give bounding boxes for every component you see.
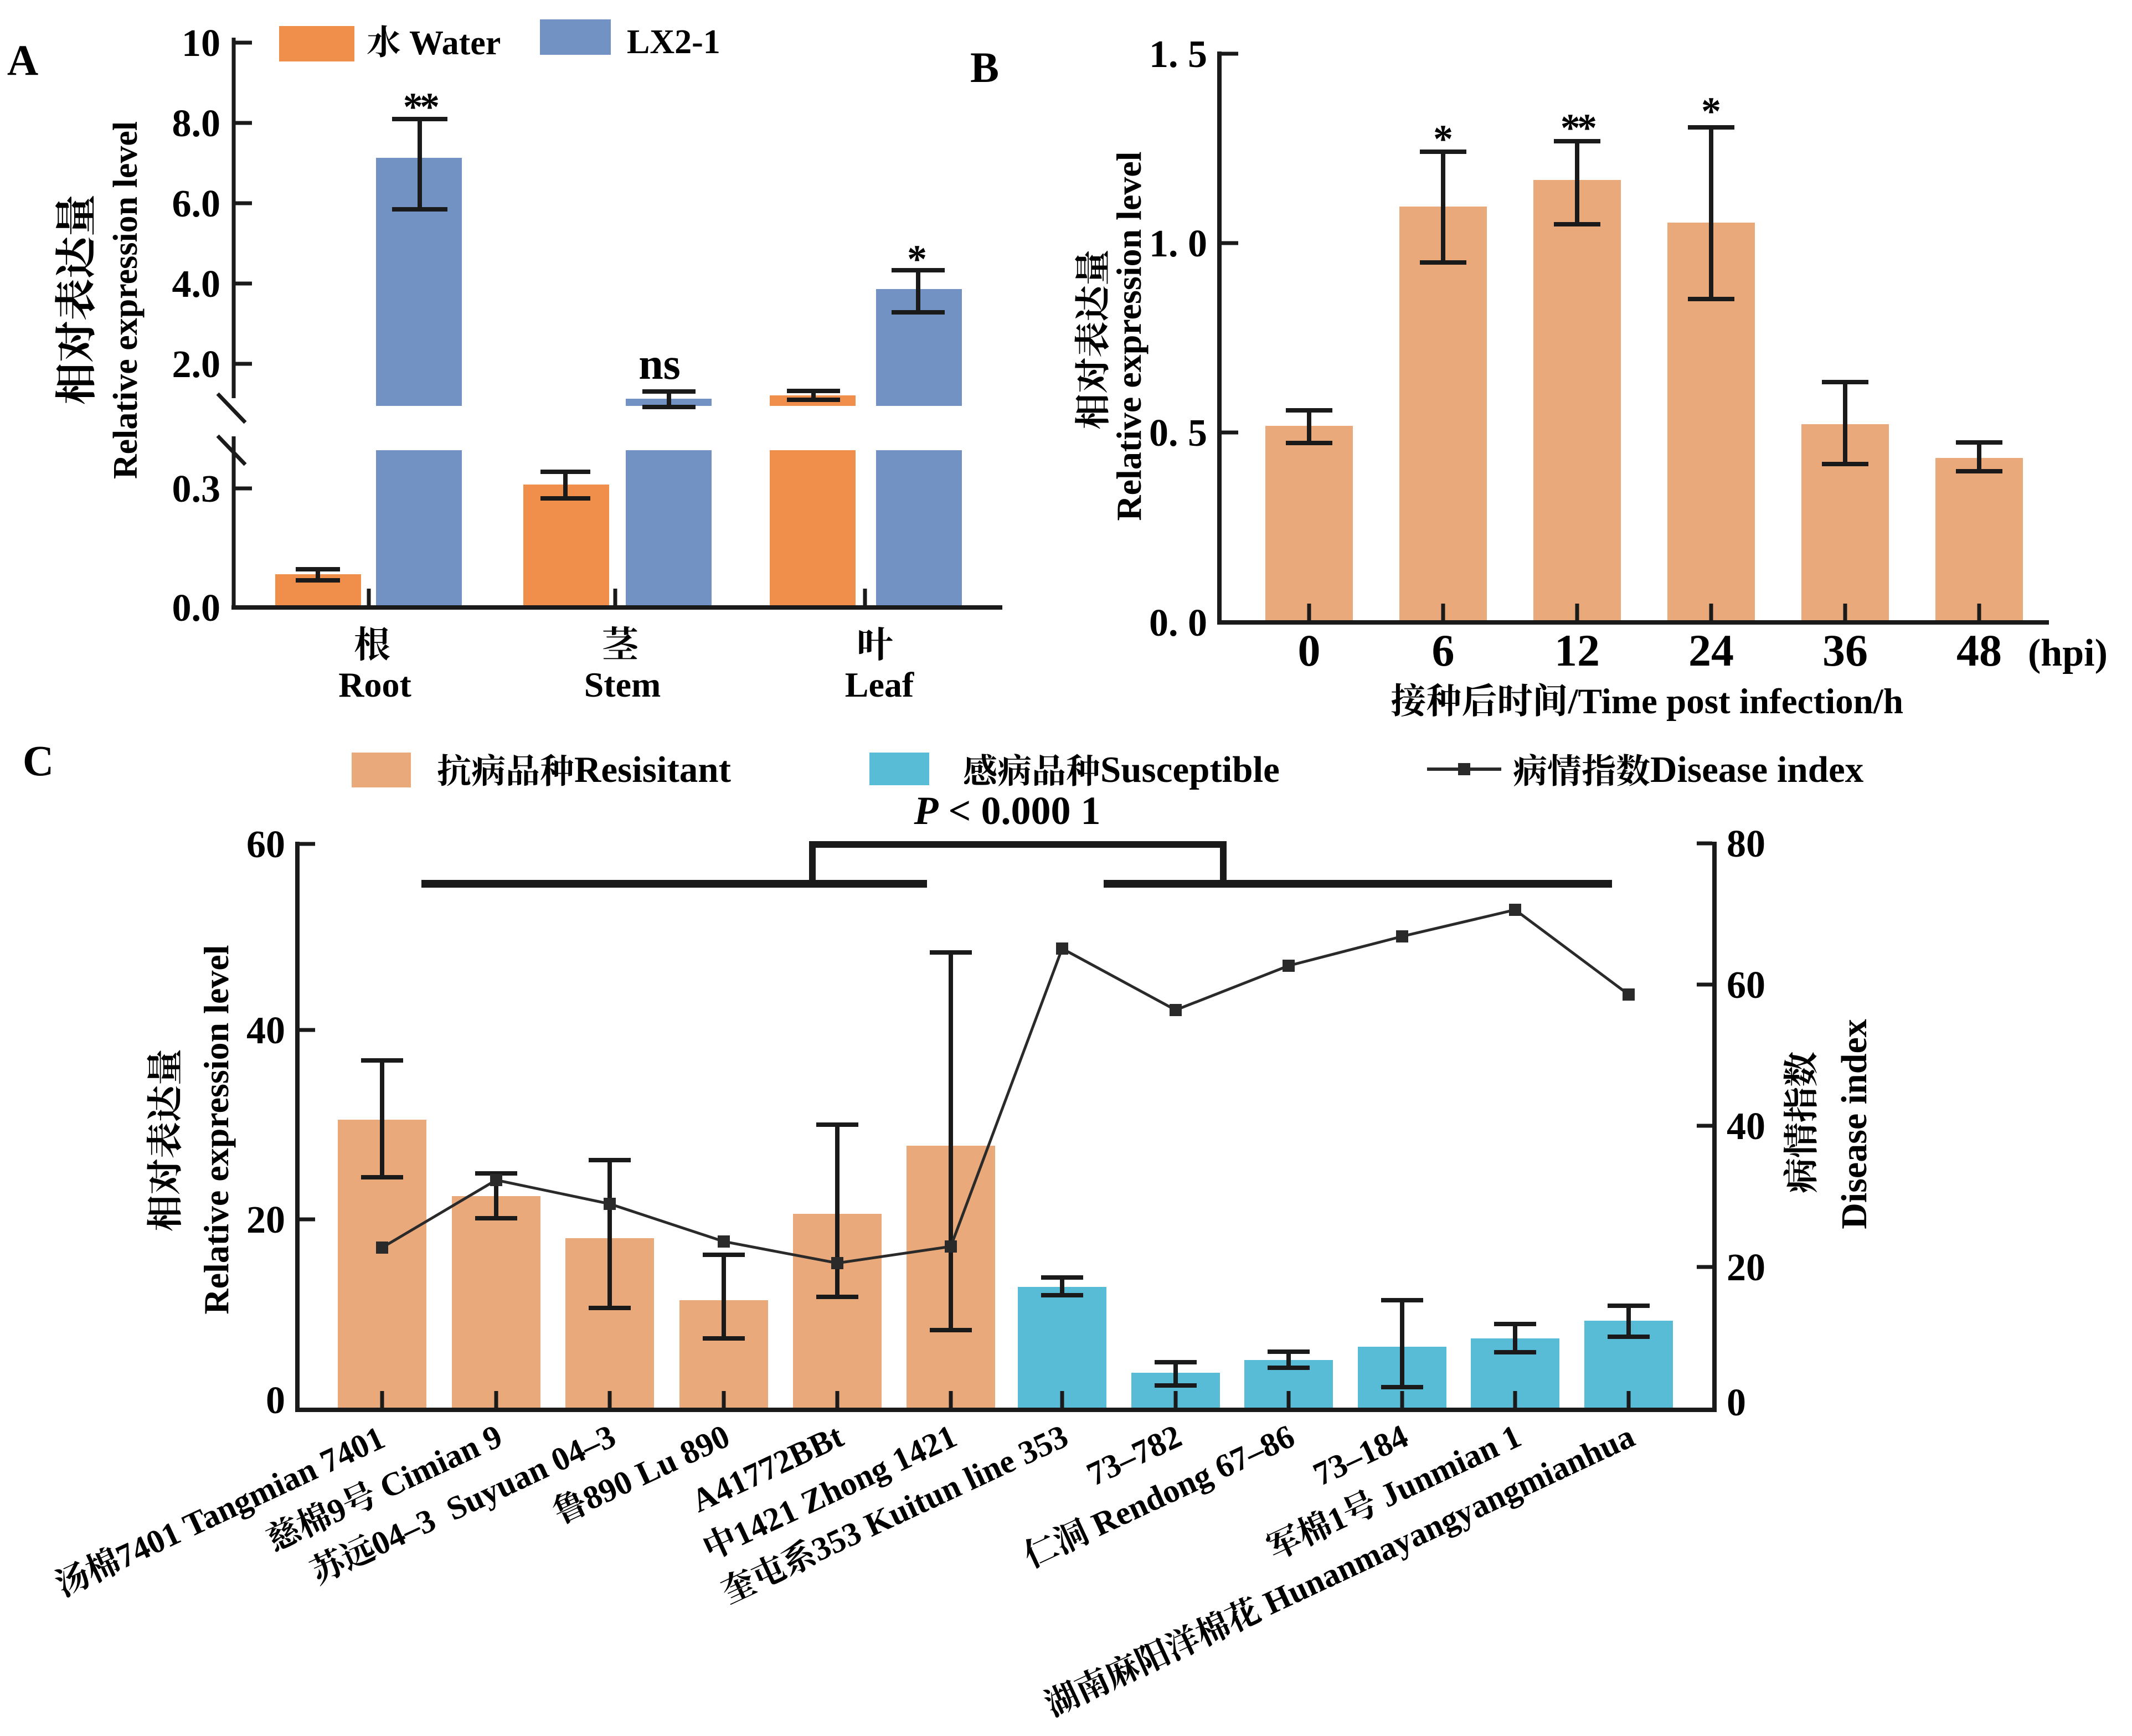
svg-text:**: ** [1561, 106, 1596, 150]
svg-text:**: ** [403, 85, 439, 129]
svg-text:0.3: 0.3 [172, 468, 221, 511]
svg-text:P < 0.000 1: P < 0.000 1 [914, 789, 1101, 833]
svg-text:LX2-1: LX2-1 [627, 23, 720, 61]
svg-text:6.0: 6.0 [172, 183, 221, 225]
svg-text:Water: Water [409, 24, 501, 62]
svg-text:Relative expression level: Relative expression level [197, 945, 236, 1314]
svg-text:60: 60 [1727, 964, 1765, 1007]
svg-text:1. 0: 1. 0 [1149, 223, 1207, 265]
svg-text:0: 0 [1727, 1382, 1746, 1424]
svg-text:6: 6 [1432, 625, 1455, 676]
svg-text:Leaf: Leaf [845, 665, 914, 704]
svg-text:4.0: 4.0 [172, 263, 221, 306]
svg-text:48: 48 [1956, 625, 2002, 676]
svg-text:0: 0 [266, 1379, 285, 1422]
svg-text:0: 0 [1298, 625, 1321, 676]
svg-text:Root: Root [338, 665, 411, 704]
svg-text:40: 40 [246, 1009, 285, 1052]
svg-text:1. 5: 1. 5 [1149, 33, 1207, 76]
svg-text:20: 20 [1727, 1246, 1765, 1289]
svg-text:24: 24 [1688, 625, 1734, 676]
svg-text:*: * [1701, 89, 1721, 133]
svg-text:0. 5: 0. 5 [1149, 412, 1207, 455]
svg-text:/Time post infection/h: /Time post infection/h [1568, 682, 1904, 722]
svg-text:B: B [970, 43, 999, 91]
svg-text:Resisitant: Resisitant [574, 749, 732, 790]
svg-text:C: C [23, 736, 54, 785]
svg-text:0. 0: 0. 0 [1149, 602, 1207, 645]
svg-text:*: * [907, 237, 927, 281]
svg-text:80: 80 [1727, 823, 1765, 866]
svg-text:0.0: 0.0 [172, 587, 221, 630]
svg-text:Stem: Stem [584, 665, 661, 704]
svg-text:*: * [1433, 117, 1453, 161]
svg-text:12: 12 [1554, 625, 1600, 676]
svg-text:(hpi): (hpi) [2028, 632, 2108, 674]
svg-text:Relative expression level: Relative expression level [1109, 151, 1149, 521]
svg-text:Disease index: Disease index [1834, 1019, 1874, 1229]
svg-text:Susceptible: Susceptible [1100, 749, 1280, 790]
svg-text:36: 36 [1822, 625, 1868, 676]
svg-text:2.0: 2.0 [172, 343, 221, 386]
svg-text:8.0: 8.0 [172, 102, 221, 145]
svg-text:ns: ns [638, 340, 681, 389]
svg-text:Relative expression level: Relative expression level [107, 121, 145, 479]
svg-text:20: 20 [246, 1199, 285, 1242]
svg-text:40: 40 [1727, 1105, 1765, 1148]
svg-text:A: A [7, 36, 38, 84]
svg-text:60: 60 [246, 823, 285, 866]
svg-text:10: 10 [182, 22, 220, 65]
svg-text:Disease index: Disease index [1650, 749, 1864, 790]
